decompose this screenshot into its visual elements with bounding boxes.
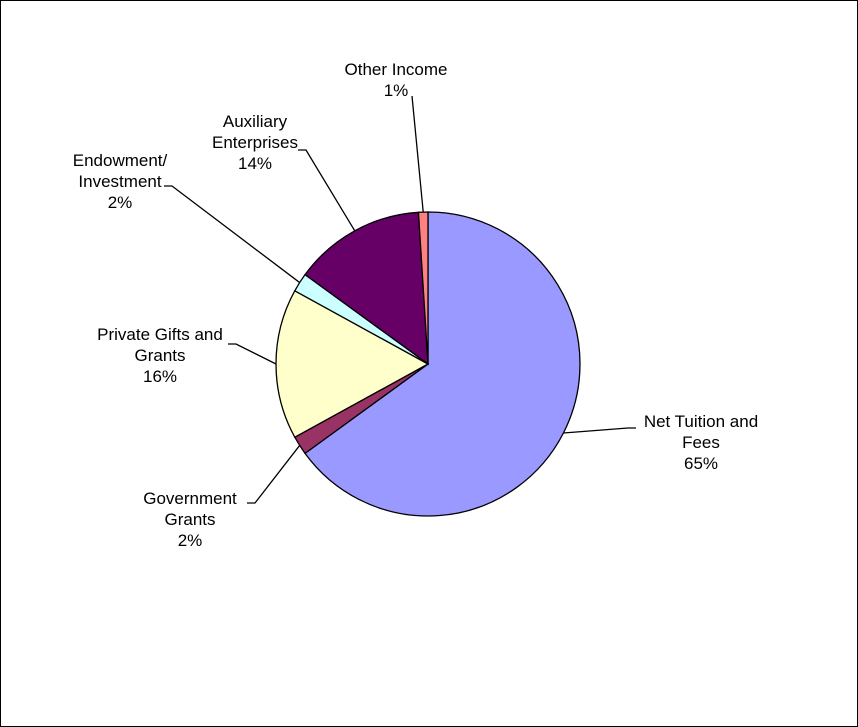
- data-label: Government Grants 2%: [135, 488, 245, 551]
- data-label: Endowment/ Investment 2%: [65, 150, 175, 213]
- value-label: 16%: [142, 367, 178, 386]
- pie-slice: [275, 289, 430, 439]
- leader-line: [298, 149, 356, 232]
- data-label: Auxiliary Enterprises 14%: [200, 111, 310, 174]
- value-label: 65%: [683, 454, 719, 473]
- pie-slice: [304, 211, 581, 517]
- category-label: Auxiliary Enterprises: [212, 112, 298, 152]
- value-label: 1%: [383, 81, 409, 100]
- category-label: Government Grants: [143, 489, 237, 529]
- data-label: Net Tuition and Fees 65%: [634, 411, 769, 474]
- leader-line: [411, 95, 424, 213]
- leader-line: [563, 427, 636, 434]
- category-label: Net Tuition and Fees: [643, 412, 759, 452]
- data-label: Private Gifts and Grants 16%: [90, 324, 230, 387]
- leader-line: [247, 445, 301, 504]
- category-label: Private Gifts and Grants: [97, 325, 223, 365]
- data-label: Other Income 1%: [326, 59, 466, 101]
- category-label: Endowment/ Investment: [72, 151, 168, 191]
- value-label: 2%: [107, 193, 133, 212]
- leader-line: [228, 343, 277, 365]
- pie-slice: [417, 211, 429, 365]
- leader-line: [164, 185, 301, 284]
- category-label: Other Income: [344, 60, 448, 79]
- value-label: 2%: [177, 531, 203, 550]
- value-label: 14%: [237, 154, 273, 173]
